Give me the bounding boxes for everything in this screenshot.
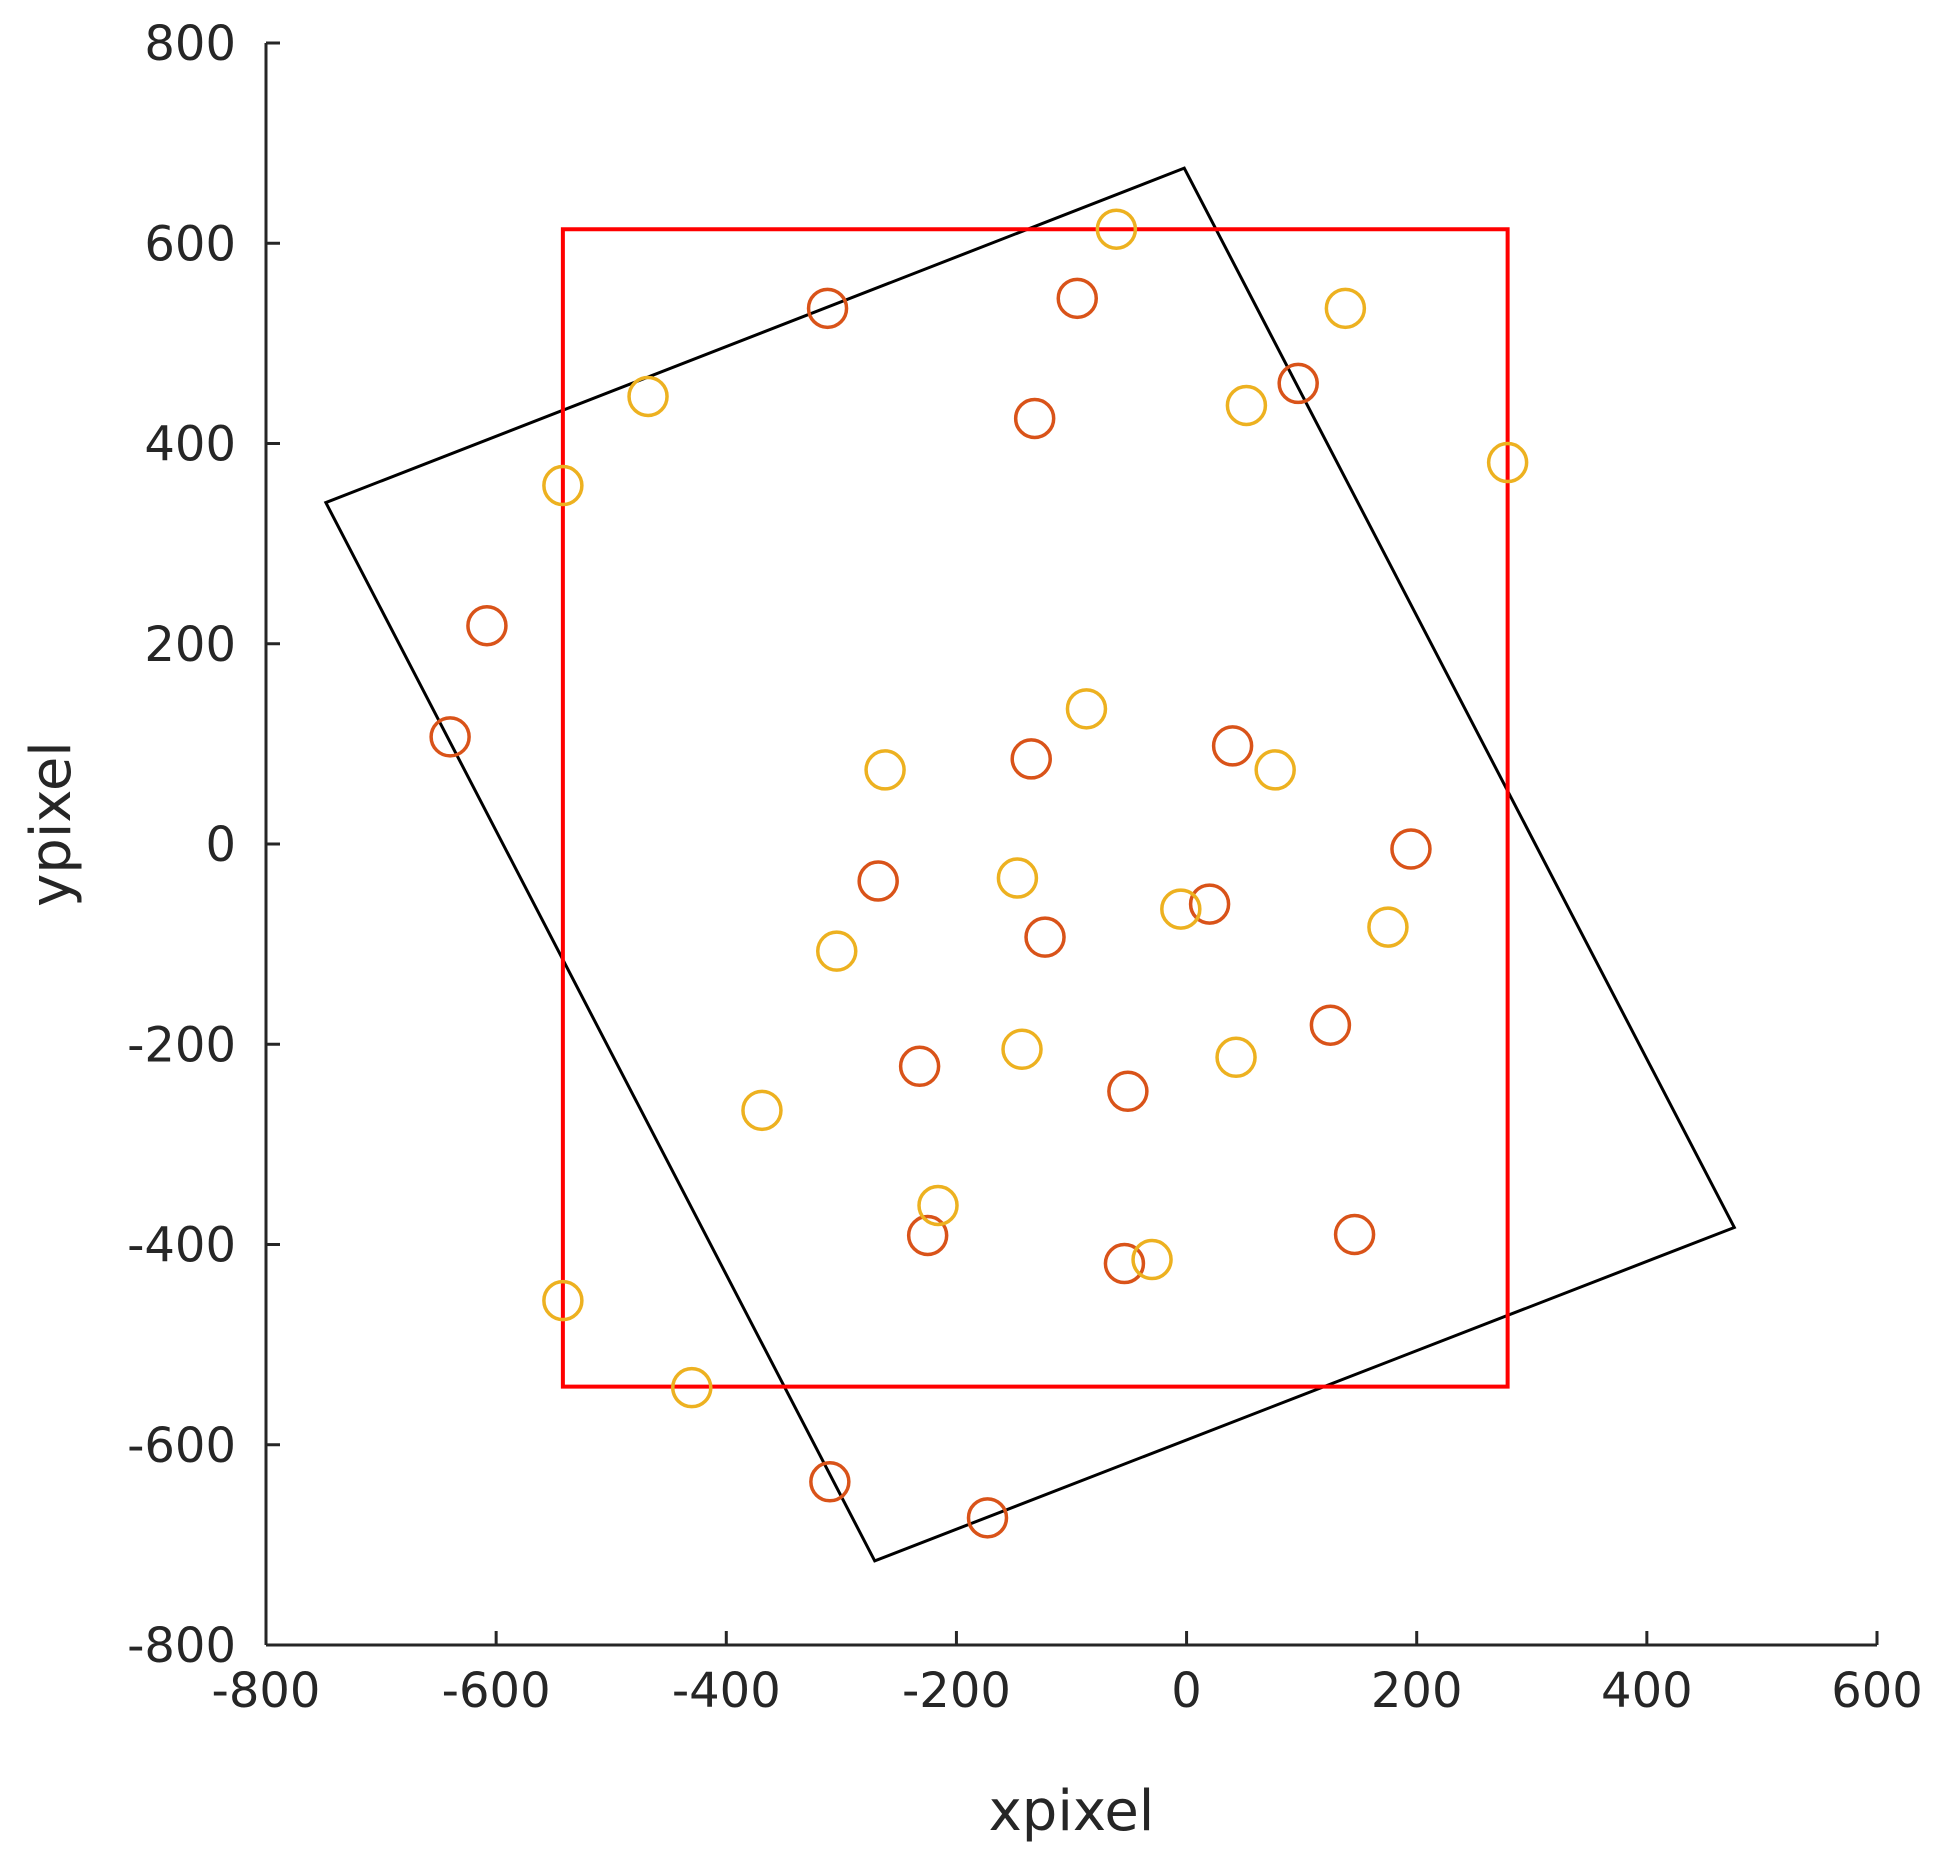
scatter-point-series-1 (1333, 1213, 1376, 1256)
y-tick-label: 800 (144, 16, 236, 72)
scatter-point-series-1 (809, 1461, 851, 1503)
scatter-point-series-2 (917, 1184, 959, 1227)
scatter-point-series-2 (741, 1089, 783, 1132)
scatter-point-series-1 (1024, 916, 1066, 958)
scatter-point-series-1 (1103, 1242, 1146, 1285)
scatter-point-series-2 (627, 375, 669, 418)
scatter-point-series-2 (1095, 208, 1138, 250)
scatter-point-series-1 (1107, 1070, 1149, 1113)
scatter-point-series-2 (1486, 441, 1529, 484)
scatter-point-series-2 (542, 464, 584, 507)
y-tick-label: 0 (205, 817, 236, 873)
scatter-point-series-1 (429, 716, 471, 758)
scatter-point-series-2 (542, 1279, 584, 1322)
scatter-point-series-2 (1065, 688, 1108, 730)
scatter-point-series-1 (1390, 828, 1432, 870)
scatter-point-series-1 (898, 1045, 941, 1088)
scatter-point-series-1 (906, 1214, 949, 1257)
y-tick-label: -600 (127, 1418, 236, 1474)
x-tick-label: -200 (902, 1663, 1011, 1719)
scatter-point-series-2 (816, 930, 858, 972)
scatter-point-series-1 (1013, 397, 1056, 440)
scatter-point-series-2 (996, 857, 1039, 899)
scatter-point-series-1 (1188, 883, 1231, 925)
x-tick-label: -800 (212, 1663, 321, 1719)
scatter-point-series-1 (466, 604, 508, 647)
x-axis-label: xpixel (989, 1779, 1155, 1844)
rotated-frame (323, 166, 1737, 1563)
scatter-point-series-1 (806, 287, 849, 330)
y-tick-label: -200 (127, 1017, 236, 1073)
y-tick-label: -800 (127, 1618, 236, 1674)
scatter-point-series-1 (1211, 725, 1254, 767)
scatter-point-series-2 (671, 1366, 713, 1409)
scatter-point-series-2 (1254, 749, 1296, 791)
x-tick-label: 200 (1371, 1663, 1463, 1719)
scatter-point-series-2 (1225, 384, 1268, 427)
scatter-point-series-1 (966, 1497, 1009, 1539)
scatter-point-series-1 (1056, 277, 1099, 320)
shapes-layer (323, 166, 1737, 1563)
scatter-point-series-1 (1277, 362, 1319, 405)
scatter-point-series-2 (1367, 906, 1409, 948)
scatter-point-series-2 (1131, 1238, 1173, 1281)
x-tick-label: 400 (1601, 1663, 1693, 1719)
x-tick-label: -400 (672, 1663, 781, 1719)
points-layer (429, 208, 1529, 1539)
y-axis-label: ypixel (19, 741, 84, 907)
ticks-layer: -800 -600 -400 -200 0 200 400 600 -800 -600 -400 -2… (127, 16, 1923, 1719)
red-rectangle (560, 227, 1510, 1389)
scatter-point-series-2 (864, 749, 906, 791)
y-tick-label: 600 (144, 216, 236, 272)
x-tick-label: -600 (442, 1663, 551, 1719)
axes-layer (264, 43, 1877, 1647)
x-tick-label: 600 (1831, 1663, 1923, 1719)
y-tick-label: -400 (127, 1218, 236, 1274)
scatter-point-series-2 (1160, 888, 1202, 930)
y-tick-label: 200 (144, 617, 236, 673)
x-tick-label: 0 (1171, 1663, 1202, 1719)
scatter-point-series-1 (857, 860, 899, 902)
scatter-point-series-1 (1010, 738, 1052, 780)
scatter-point-series-1 (1309, 1004, 1352, 1046)
y-tick-label: 400 (144, 417, 236, 473)
scatter-point-series-2 (1215, 1036, 1257, 1079)
scatter-point-series-2 (1324, 287, 1367, 330)
scatter-point-series-2 (1001, 1028, 1043, 1071)
